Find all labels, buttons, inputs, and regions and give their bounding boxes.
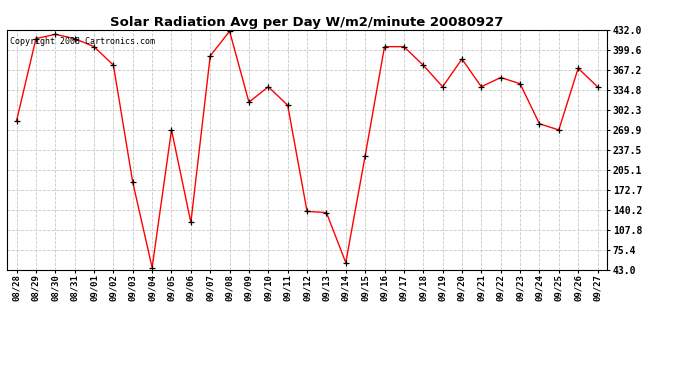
Title: Solar Radiation Avg per Day W/m2/minute 20080927: Solar Radiation Avg per Day W/m2/minute …: [110, 16, 504, 29]
Text: Copyright 2008 Cartronics.com: Copyright 2008 Cartronics.com: [10, 37, 155, 46]
